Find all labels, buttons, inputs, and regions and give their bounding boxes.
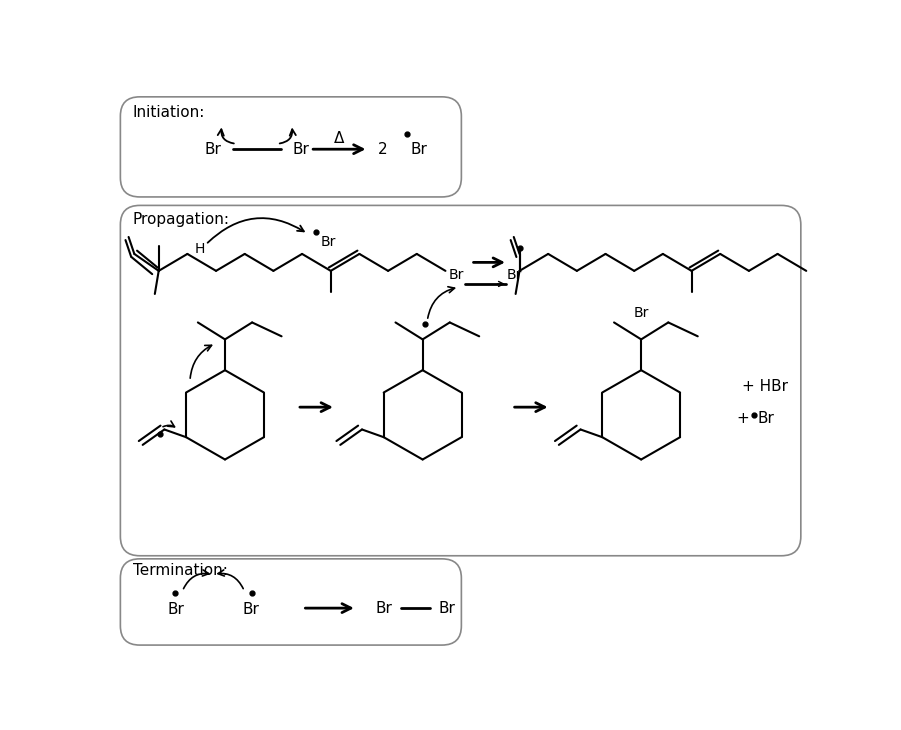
Text: Br: Br: [376, 601, 392, 615]
Text: Br: Br: [321, 236, 336, 250]
FancyBboxPatch shape: [121, 205, 801, 556]
Text: Br: Br: [242, 602, 259, 617]
Text: Br: Br: [633, 306, 649, 320]
Text: Termination:: Termination:: [132, 563, 228, 577]
FancyBboxPatch shape: [121, 97, 461, 197]
Text: Br: Br: [168, 602, 185, 617]
Text: 2: 2: [378, 142, 387, 157]
Text: Br: Br: [293, 142, 309, 157]
Text: Br: Br: [758, 411, 774, 426]
Text: + HBr: + HBr: [742, 379, 788, 394]
Text: +: +: [736, 411, 750, 426]
Text: Br: Br: [411, 142, 428, 157]
Text: H: H: [195, 242, 205, 256]
Text: Br: Br: [205, 142, 222, 157]
Text: Δ: Δ: [333, 131, 344, 146]
FancyBboxPatch shape: [121, 559, 461, 645]
Text: Br: Br: [439, 601, 456, 615]
Text: Initiation:: Initiation:: [132, 104, 205, 120]
Text: Propagation:: Propagation:: [132, 212, 230, 227]
Text: Br: Br: [449, 269, 464, 283]
Text: Br: Br: [507, 269, 523, 283]
